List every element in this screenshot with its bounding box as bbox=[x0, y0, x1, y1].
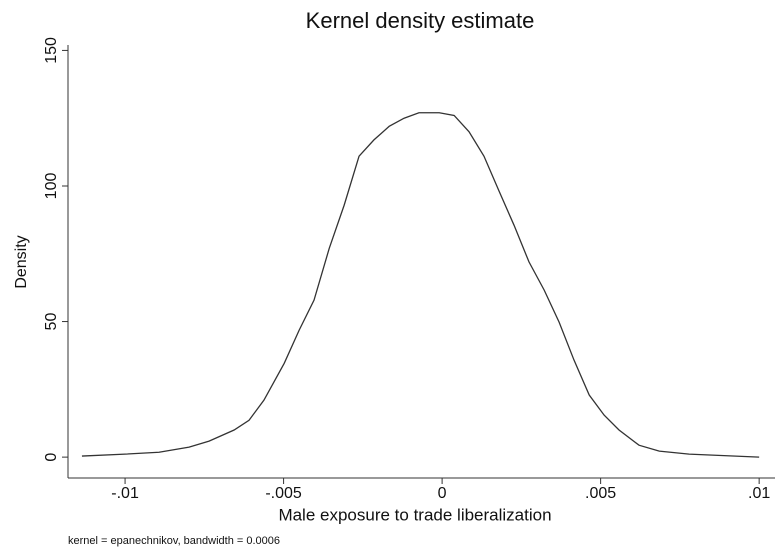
x-tick-label: 0 bbox=[438, 485, 447, 502]
y-tick-label: 150 bbox=[43, 37, 60, 64]
note: kernel = epanechnikov, bandwidth = 0.000… bbox=[68, 535, 280, 547]
x-tick-label: .005 bbox=[585, 485, 616, 502]
x-tick-label: -.005 bbox=[265, 485, 302, 502]
y-tick-label: 100 bbox=[43, 173, 60, 200]
y-tick-label: 50 bbox=[43, 313, 60, 331]
x-tick-label: .01 bbox=[748, 485, 770, 502]
y-tick-label: 0 bbox=[43, 453, 60, 462]
chart-title: Kernel density estimate bbox=[306, 8, 535, 33]
x-axis-label: Male exposure to trade liberalization bbox=[278, 505, 551, 524]
density-line bbox=[81, 112, 760, 458]
y-axis-label: Density bbox=[13, 235, 30, 288]
x-tick-label: -.01 bbox=[111, 485, 139, 502]
